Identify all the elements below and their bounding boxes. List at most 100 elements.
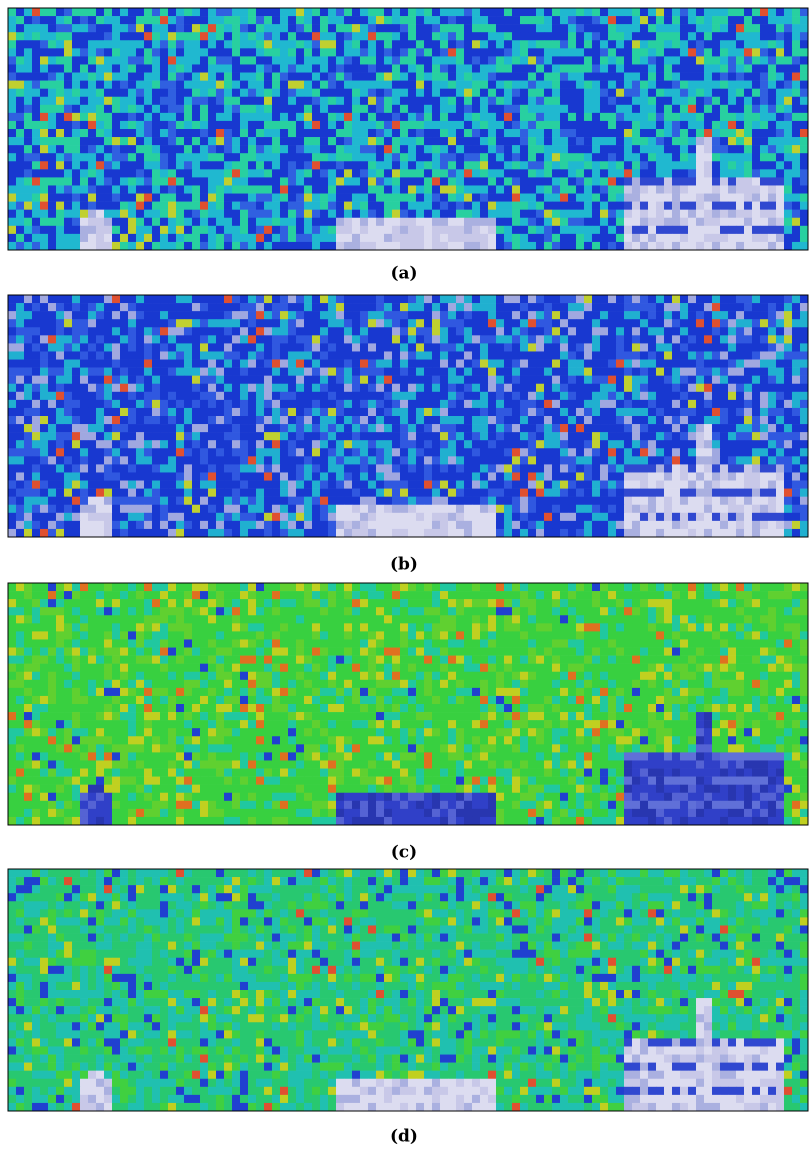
pixel xyxy=(16,440,24,448)
pixel xyxy=(560,161,568,169)
pixel xyxy=(200,432,208,440)
pixel xyxy=(56,335,64,343)
pixel xyxy=(760,89,768,97)
pixel xyxy=(800,408,808,416)
pixel xyxy=(776,432,784,440)
pixel xyxy=(296,81,304,89)
pixel xyxy=(128,303,136,311)
pixel xyxy=(672,242,680,250)
pixel xyxy=(416,311,424,319)
pixel xyxy=(232,137,240,145)
pixel xyxy=(80,113,88,121)
pixel xyxy=(136,145,144,153)
pixel xyxy=(784,89,792,97)
pixel xyxy=(216,64,224,72)
pixel xyxy=(664,81,672,89)
pixel xyxy=(8,64,16,72)
pixel xyxy=(312,218,320,226)
pixel xyxy=(536,113,544,121)
pixel xyxy=(456,145,464,153)
pixel xyxy=(280,177,288,185)
pixel xyxy=(376,145,384,153)
pixel xyxy=(112,169,120,177)
pixel xyxy=(504,105,512,113)
pixel xyxy=(384,153,392,161)
pixel xyxy=(96,384,104,392)
pixel xyxy=(24,335,32,343)
pixel xyxy=(744,73,752,81)
pixel xyxy=(720,384,728,392)
pixel xyxy=(176,218,184,226)
pixel xyxy=(88,81,96,89)
pixel xyxy=(72,343,80,351)
pixel xyxy=(648,48,656,56)
pixel xyxy=(744,376,752,384)
pixel xyxy=(632,303,640,311)
pixel xyxy=(8,73,16,81)
pixel xyxy=(72,145,80,153)
pixel xyxy=(208,351,216,359)
pixel xyxy=(688,416,696,424)
pixel xyxy=(568,376,576,384)
pixel xyxy=(272,177,280,185)
pixel xyxy=(704,242,712,250)
pixel xyxy=(656,153,664,161)
pixel xyxy=(760,145,768,153)
pixel xyxy=(512,24,520,32)
pixel xyxy=(576,368,584,376)
pixel xyxy=(584,400,592,408)
pixel xyxy=(696,448,704,456)
pixel xyxy=(96,8,104,16)
pixel xyxy=(216,105,224,113)
pixel xyxy=(168,311,176,319)
pixel xyxy=(536,360,544,368)
pixel xyxy=(376,440,384,448)
pixel xyxy=(456,335,464,343)
pixel xyxy=(160,392,168,400)
pixel xyxy=(560,210,568,218)
pixel xyxy=(312,161,320,169)
pixel xyxy=(600,32,608,40)
pixel xyxy=(360,295,368,303)
pixel xyxy=(304,384,312,392)
pixel xyxy=(192,56,200,64)
pixel xyxy=(800,303,808,311)
pixel xyxy=(744,40,752,48)
pixel xyxy=(520,64,528,72)
pixel xyxy=(568,311,576,319)
pixel xyxy=(640,448,648,456)
pixel xyxy=(128,24,136,32)
pixel xyxy=(536,105,544,113)
pixel xyxy=(416,335,424,343)
pixel xyxy=(792,97,800,105)
pixel xyxy=(464,234,472,242)
pixel xyxy=(408,408,416,416)
pixel xyxy=(288,295,296,303)
pixel xyxy=(192,408,200,416)
pixel xyxy=(136,169,144,177)
pixel xyxy=(240,327,248,335)
pixel xyxy=(376,376,384,384)
pixel xyxy=(40,145,48,153)
pixel xyxy=(440,194,448,202)
pixel xyxy=(456,432,464,440)
pixel xyxy=(408,416,416,424)
pixel xyxy=(392,424,400,432)
pixel xyxy=(352,73,360,81)
pixel xyxy=(408,89,416,97)
pixel xyxy=(272,202,280,210)
pixel xyxy=(128,129,136,137)
pixel xyxy=(280,145,288,153)
pixel xyxy=(344,161,352,169)
pixel xyxy=(128,376,136,384)
pixel xyxy=(640,424,648,432)
pixel xyxy=(144,32,152,40)
pixel xyxy=(344,121,352,129)
pixel xyxy=(368,89,376,97)
pixel xyxy=(392,432,400,440)
pixel xyxy=(32,8,40,16)
pixel xyxy=(160,24,168,32)
pixel xyxy=(448,319,456,327)
pixel xyxy=(432,327,440,335)
pixel xyxy=(584,343,592,351)
